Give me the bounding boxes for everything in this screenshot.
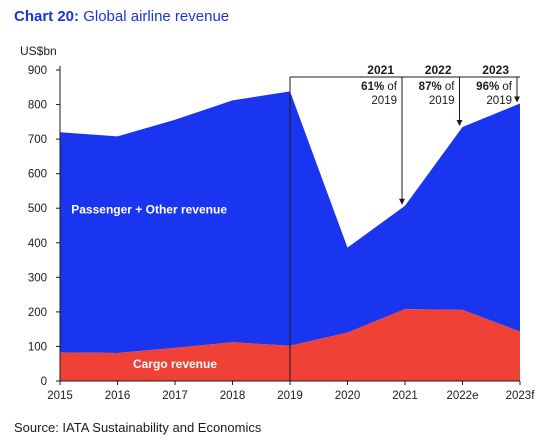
y-tick-label: 100 (28, 341, 47, 353)
series-label-passenger: Passenger + Other revenue (71, 203, 227, 217)
annotation-percent: 61% of (361, 81, 398, 93)
series-label-cargo: Cargo revenue (133, 357, 217, 371)
source-note: Source: IATA Sustainability and Economic… (14, 420, 262, 435)
y-tick-label: 0 (41, 376, 47, 388)
annotation-year: 2022 (425, 63, 452, 77)
chart-number: Chart 20: (14, 8, 80, 25)
y-tick-label: 800 (28, 100, 47, 112)
y-tick-label: 400 (28, 238, 47, 250)
y-tick-label: 600 (28, 169, 47, 181)
annotation-percent: 87% of (419, 81, 456, 93)
x-tick-label: 2021 (392, 390, 418, 402)
chart-title-text: Global airline revenue (83, 8, 230, 25)
x-tick-label: 2023f (506, 390, 536, 402)
annotation-percent-value: 61% (361, 81, 384, 93)
y-tick-label: 500 (28, 203, 47, 215)
annotation-base-year: 2019 (429, 95, 455, 107)
x-tick-label: 2015 (47, 390, 73, 402)
annotation-base-year: 2019 (371, 95, 397, 107)
x-tick-label: 2022e (447, 390, 479, 402)
annotation-percent-of: of (384, 81, 398, 93)
annotation-percent-value: 87% (419, 81, 442, 93)
y-axis-unit: US$bn (20, 44, 57, 58)
y-tick-label: 700 (28, 134, 47, 146)
x-tick-label: 2018 (220, 390, 246, 402)
annotation-percent: 96% of (476, 81, 513, 93)
annotation-percent-of: of (442, 81, 456, 93)
annotation-year: 2023 (482, 63, 509, 77)
y-tick-label: 900 (28, 65, 47, 77)
cargo-area (60, 309, 520, 381)
annotation-year: 2021 (367, 63, 394, 77)
x-tick-label: 2020 (335, 390, 361, 402)
annotation-percent-of: of (499, 81, 513, 93)
x-tick-label: 2016 (105, 390, 131, 402)
annotation-base-year: 2019 (486, 95, 512, 107)
annotation-arrowhead (456, 120, 463, 127)
y-tick-label: 200 (28, 307, 47, 319)
annotation-percent-value: 96% (476, 81, 499, 93)
x-tick-label: 2017 (162, 390, 188, 402)
annotation-arrowhead (514, 96, 520, 103)
y-tick-label: 300 (28, 272, 47, 284)
x-tick-label: 2019 (277, 390, 303, 402)
annotation-arrowhead (399, 198, 405, 205)
chart-title: Chart 20: Global airline revenue (14, 8, 229, 25)
